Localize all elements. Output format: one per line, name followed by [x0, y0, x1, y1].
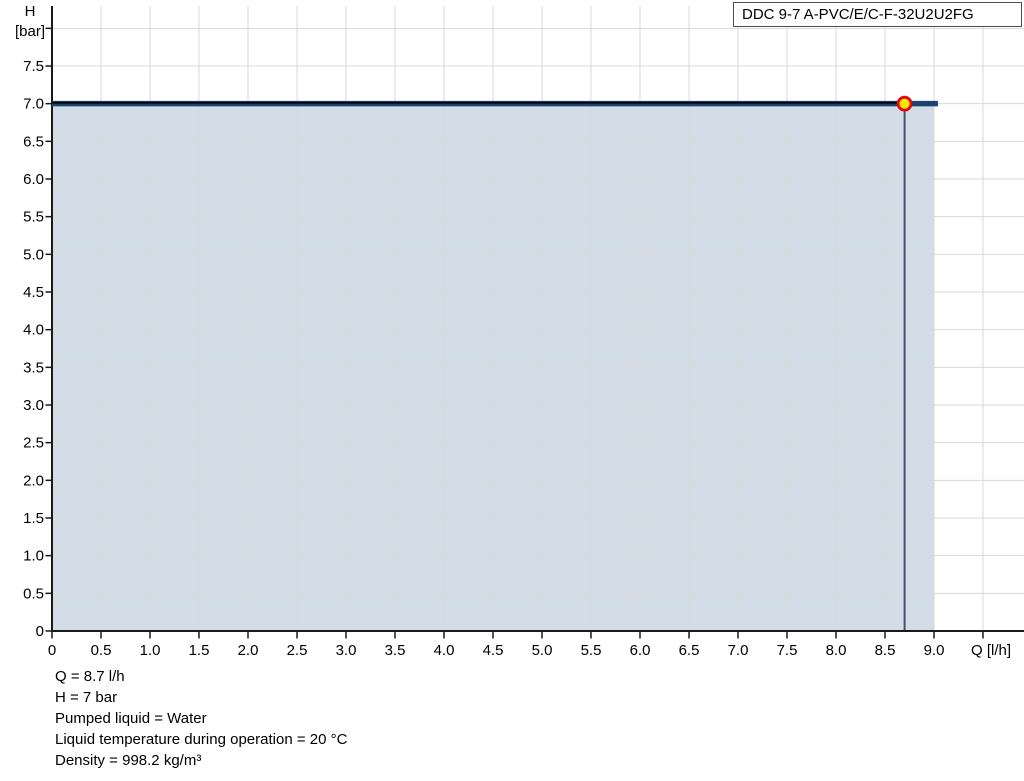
y-tick-label: 6.5 — [23, 133, 44, 150]
x-tick-label: 8.0 — [826, 642, 847, 659]
info-line: Pumped liquid = Water — [55, 710, 207, 727]
x-tick-label: 2.5 — [287, 642, 308, 659]
x-tick-label: 7.0 — [728, 642, 749, 659]
x-tick-label: 6.5 — [679, 642, 700, 659]
x-tick-label: 3.0 — [336, 642, 357, 659]
y-tick-label: 7.0 — [23, 96, 44, 113]
y-tick-label: 4.0 — [23, 322, 44, 339]
x-tick-label: 7.5 — [777, 642, 798, 659]
y-tick-label: 0 — [36, 623, 44, 640]
y-tick-label: 4.5 — [23, 284, 44, 301]
x-tick-label: 4.5 — [483, 642, 504, 659]
info-line: Liquid temperature during operation = 20… — [55, 731, 348, 748]
y-tick-label: 1.0 — [23, 548, 44, 565]
y-tick-label: 2.5 — [23, 435, 44, 452]
y-tick-label: 3.5 — [23, 359, 44, 376]
x-tick-label: 0.5 — [91, 642, 112, 659]
x-tick-label: 6.0 — [630, 642, 651, 659]
x-tick-label: 8.5 — [875, 642, 896, 659]
x-tick-label: 9.0 — [924, 642, 945, 659]
duty-info-block: Q = 8.7 l/h H = 7 bar Pumped liquid = Wate… — [55, 666, 347, 771]
x-tick-label: 5.5 — [581, 642, 602, 659]
x-tick-label: 4.0 — [434, 642, 455, 659]
x-tick-label: 1.0 — [140, 642, 161, 659]
y-axis-unit-label: [bar] — [15, 23, 45, 40]
y-tick-label: 1.5 — [23, 510, 44, 527]
x-tick-label: 0 — [48, 642, 56, 659]
x-tick-label: 2.0 — [238, 642, 259, 659]
info-line: Density = 998.2 kg/m³ — [55, 752, 202, 769]
pump-model-title-box: DDC 9-7 A-PVC/E/C-F-32U2U2FG — [733, 2, 1022, 27]
y-tick-label: 2.0 — [23, 472, 44, 489]
x-tick-label: 5.0 — [532, 642, 553, 659]
y-tick-label: 3.0 — [23, 397, 44, 414]
x-axis-unit-label: Q [l/h] — [971, 642, 1011, 659]
y-tick-label: 0.5 — [23, 585, 44, 602]
duty-point-marker[interactable] — [896, 95, 913, 112]
y-tick-label: 5.5 — [23, 209, 44, 226]
y-tick-label: 6.0 — [23, 171, 44, 188]
x-tick-label: 3.5 — [385, 642, 406, 659]
x-tick-label: 1.5 — [189, 642, 210, 659]
pump-model-label: DDC 9-7 A-PVC/E/C-F-32U2U2FG — [742, 6, 974, 23]
info-line: Q = 8.7 l/h — [55, 668, 125, 685]
chart-canvas: 0 0.5 1.0 1.5 2.0 2.5 3.0 3.5 4.0 4.5 5.0 5.5 6.0 6.5… — [15, 3, 1024, 659]
pump-curve-chart: 0 0.5 1.0 1.5 2.0 2.5 3.0 3.5 4.0 4.5 5.0 5.5 6.0 6.5… — [15, 3, 1024, 659]
info-line: H = 7 bar — [55, 689, 118, 706]
y-tick-label: 7.5 — [23, 58, 44, 75]
y-tick-label: 5.0 — [23, 246, 44, 263]
y-axis-unit-label: H — [25, 3, 36, 20]
